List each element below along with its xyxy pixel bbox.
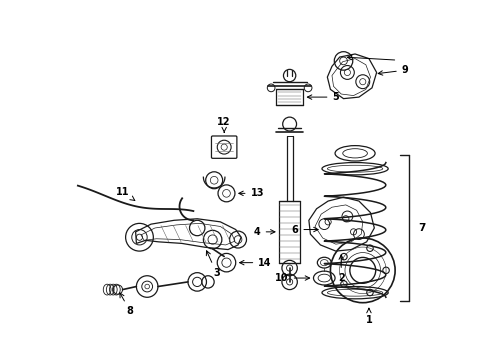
- Text: 4: 4: [254, 227, 275, 237]
- Text: 9: 9: [378, 65, 409, 75]
- Text: 10: 10: [275, 273, 310, 283]
- Text: 8: 8: [120, 293, 134, 316]
- Text: 3: 3: [206, 251, 220, 278]
- Text: 7: 7: [418, 223, 426, 233]
- Text: 12: 12: [218, 117, 231, 132]
- Text: 11: 11: [116, 187, 135, 201]
- Text: 14: 14: [240, 258, 272, 267]
- Text: 2: 2: [338, 255, 344, 283]
- Text: 13: 13: [239, 188, 264, 198]
- Text: 6: 6: [292, 225, 318, 235]
- Text: 5: 5: [307, 92, 339, 102]
- Text: 1: 1: [366, 309, 372, 325]
